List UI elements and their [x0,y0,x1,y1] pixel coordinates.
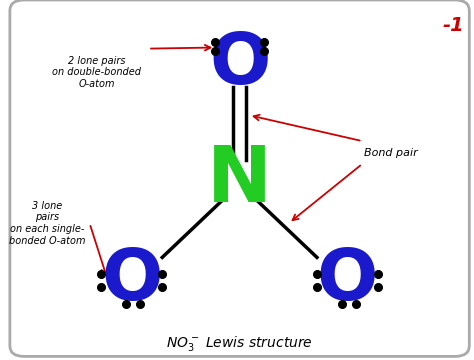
Text: -1: -1 [442,16,464,35]
Text: $\it{NO_3^-}$$\it{\ Lewis\ structure}$: $\it{NO_3^-}$$\it{\ Lewis\ structure}$ [166,334,313,353]
FancyBboxPatch shape [10,0,469,356]
Text: 3 lone
pairs
on each single-
bonded O-atom: 3 lone pairs on each single- bonded O-at… [9,201,86,246]
Text: O: O [317,246,378,315]
Text: 2 lone pairs
on double-bonded
O-atom: 2 lone pairs on double-bonded O-atom [52,56,141,89]
Text: Bond pair: Bond pair [364,148,418,158]
Text: O: O [101,246,163,315]
Text: O: O [209,30,270,99]
Text: N: N [207,142,272,218]
